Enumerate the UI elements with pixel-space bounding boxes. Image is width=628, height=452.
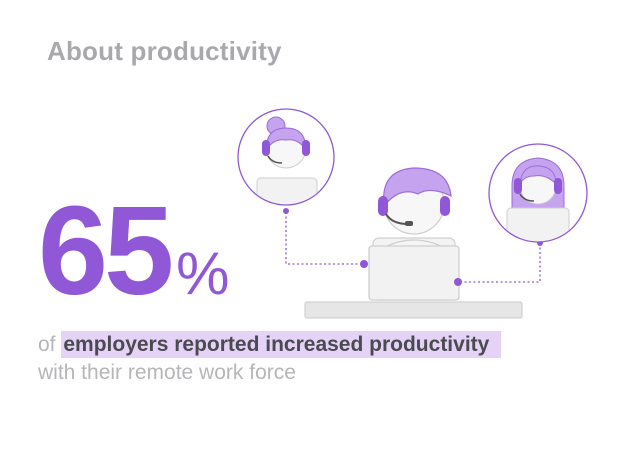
agent-right-icon [488, 143, 588, 243]
caption-highlight: employers reported increased productivit… [61, 331, 502, 358]
desk [304, 301, 523, 319]
agent-main-icon [360, 167, 462, 301]
agent-left-icon [237, 108, 335, 206]
caption-line-1: of employers reported increased producti… [38, 331, 502, 359]
connector-lines [285, 212, 541, 283]
stat-caption: of employers reported increased producti… [38, 331, 502, 387]
stat-number: 65 [38, 180, 174, 321]
stat-unit: % [176, 240, 230, 307]
stat-percentage: 65 % [38, 188, 230, 314]
laptop-icon [368, 245, 460, 301]
page-title: About productivity [47, 36, 282, 66]
caption-line-2: with their remote work force [38, 361, 296, 384]
caption-prefix: of [38, 333, 62, 356]
